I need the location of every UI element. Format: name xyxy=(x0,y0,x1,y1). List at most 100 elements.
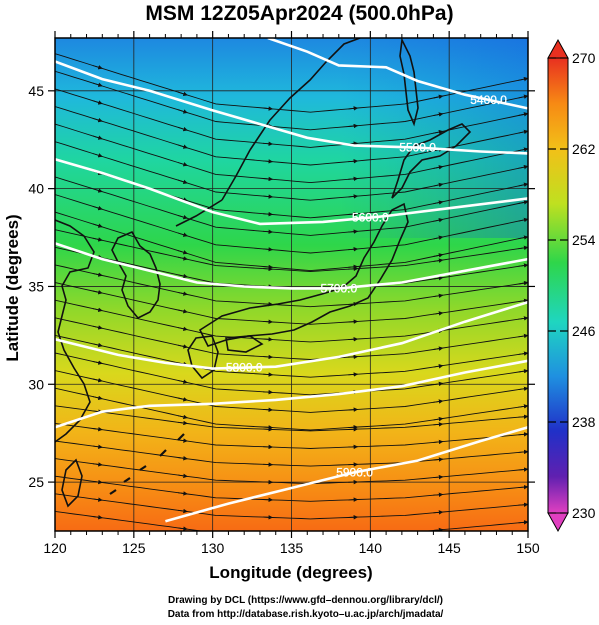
streamline-arrow xyxy=(433,439,444,445)
streamline-arrow xyxy=(518,76,528,82)
streamline-arrow xyxy=(177,309,188,314)
streamline-arrow xyxy=(177,273,188,279)
streamline-arrow xyxy=(92,395,103,401)
y-tick-label: 25 xyxy=(28,474,44,490)
streamline xyxy=(55,194,528,254)
streamline-arrow xyxy=(177,291,188,296)
streamline xyxy=(55,440,528,467)
streamline-arrow xyxy=(92,223,103,228)
streamline-arrow xyxy=(518,129,528,135)
streamline-arrow xyxy=(177,397,188,402)
x-tick-label: 150 xyxy=(516,540,540,556)
streamline-arrow xyxy=(92,497,103,502)
streamline-arrow xyxy=(348,319,359,324)
streamline xyxy=(55,352,528,396)
streamline-arrow xyxy=(177,379,188,384)
streamline-arrow xyxy=(348,247,359,252)
coastline-shikoku xyxy=(225,335,264,353)
streamline-arrow xyxy=(518,449,528,455)
streamline-arrow xyxy=(263,229,274,235)
x-tick-label: 135 xyxy=(280,540,304,556)
streamline-arrow xyxy=(433,422,444,427)
height-contour xyxy=(165,426,528,523)
streamline-arrow xyxy=(348,176,359,182)
streamline-arrow xyxy=(433,492,444,497)
streamline-arrow xyxy=(518,164,528,170)
streamline xyxy=(55,70,528,131)
streamline-arrow xyxy=(518,414,528,419)
streamline-arrow xyxy=(263,372,274,377)
contour-label: 5600.0 xyxy=(352,210,389,224)
streamline-arrow xyxy=(433,293,444,299)
streamline-arrow xyxy=(92,153,103,158)
streamline-arrow xyxy=(433,510,444,515)
streamline-arrow xyxy=(433,457,444,462)
streamline-arrow xyxy=(92,205,103,211)
x-tick-label: 130 xyxy=(201,540,225,556)
coastline-hokkaido xyxy=(391,123,472,199)
credit-drawing: Drawing by DCL (https://www.gfd–dennou.o… xyxy=(167,595,443,606)
streamline-arrow xyxy=(177,232,188,237)
streamline-arrow xyxy=(177,473,188,479)
colorbar-tick-label: 238 xyxy=(572,414,596,430)
streamline-arrow xyxy=(518,520,528,525)
streamline-arrow xyxy=(433,235,444,240)
height-contour xyxy=(55,60,528,155)
streamline-arrow xyxy=(92,290,103,295)
y-tick-label: 40 xyxy=(28,181,44,197)
streamline-arrow xyxy=(177,326,188,332)
streamline-arrow xyxy=(177,456,188,461)
contour-label: 5900.0 xyxy=(336,465,373,479)
coastline-china xyxy=(55,219,95,443)
streamline-arrow xyxy=(263,211,274,217)
streamline-arrow xyxy=(177,526,188,531)
streamline xyxy=(55,370,528,413)
streamline xyxy=(55,88,528,148)
streamline-arrow xyxy=(92,272,103,277)
streamline-arrow xyxy=(177,214,188,220)
streamline-arrow xyxy=(433,112,444,117)
streamline-arrow xyxy=(518,263,528,268)
streamline-arrow xyxy=(263,141,274,147)
streamline-arrow xyxy=(518,484,528,490)
streamline-arrow xyxy=(263,425,274,430)
streamline xyxy=(55,282,528,325)
streamline-arrow xyxy=(433,129,444,135)
credit-data: Data from http://database.rish.kyoto–u.a… xyxy=(167,609,444,620)
streamline-arrow xyxy=(433,416,444,422)
coastline-taiwan xyxy=(61,458,83,508)
streamline xyxy=(55,422,528,449)
streamline-arrow xyxy=(518,200,528,205)
y-tick-label: 35 xyxy=(28,278,44,294)
streamline-arrow xyxy=(433,364,444,369)
streamline-arrow xyxy=(348,425,359,430)
streamline-arrow xyxy=(263,194,274,199)
streamline-arrow xyxy=(177,256,188,261)
streamline xyxy=(55,475,528,502)
streamline-arrow xyxy=(518,217,528,223)
height-contour xyxy=(55,359,528,429)
streamline-arrow xyxy=(518,351,528,356)
streamline-arrow xyxy=(433,474,444,480)
streamline-arrow xyxy=(518,298,528,304)
streamline-arrow xyxy=(263,264,274,270)
x-axis-label: Longitude (degrees) xyxy=(209,563,372,582)
streamline-arrow xyxy=(433,217,444,223)
streamline-arrow xyxy=(177,420,188,426)
streamline-arrow xyxy=(92,237,103,242)
colorbar-scale xyxy=(547,57,569,514)
streamline-arrow xyxy=(348,229,359,234)
colorbar-tick-label: 254 xyxy=(572,232,596,248)
streamline-arrow xyxy=(348,123,359,129)
colorbar-tick-label: 262 xyxy=(572,141,596,157)
streamline-arrow xyxy=(177,344,188,349)
streamline-arrow xyxy=(177,197,188,202)
streamline-arrow xyxy=(263,159,274,164)
colorbar: 230 238 246 254 262 270 xyxy=(547,38,596,533)
streamline-arrow xyxy=(263,354,274,360)
streamline xyxy=(55,317,528,360)
streamline-arrow xyxy=(518,404,528,409)
streamline xyxy=(55,229,528,272)
streamline xyxy=(55,493,528,520)
